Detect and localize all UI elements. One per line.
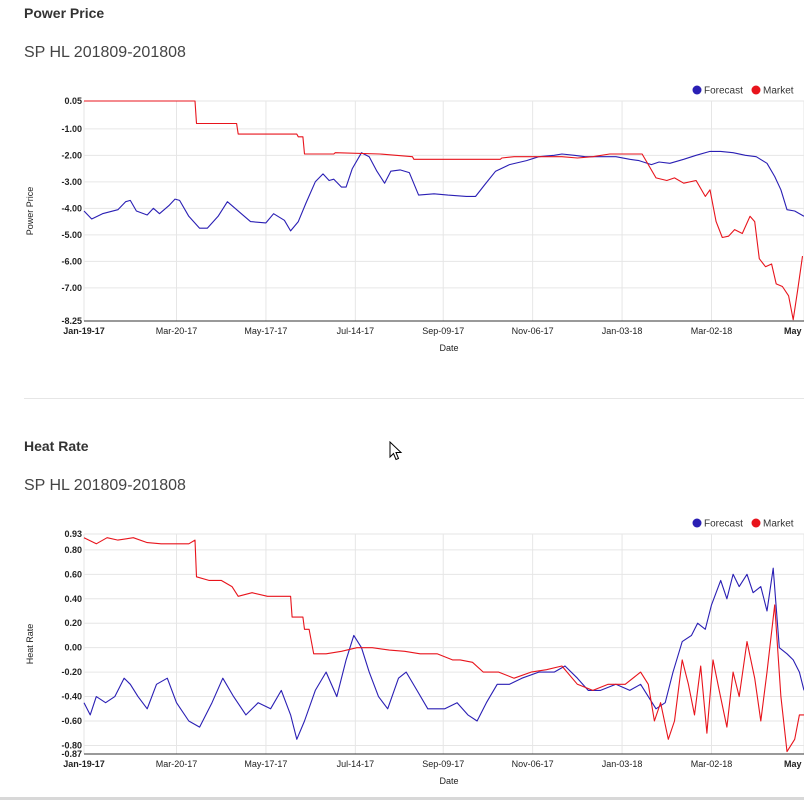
heat-rate-legend-market-marker[interactable] xyxy=(751,518,761,528)
bottom-edge xyxy=(0,797,804,800)
heat-rate-subtitle: SP HL 201809-201808 xyxy=(24,477,186,494)
heat-rate-x-axis-title: Date xyxy=(439,776,458,786)
heat-rate-y-tick-label: 0.20 xyxy=(64,618,82,628)
power-price-x-tick-label: Mar-02-18 xyxy=(691,326,733,336)
power-price-x-axis-title: Date xyxy=(439,343,458,353)
heat-rate-y-tick-label: 0.00 xyxy=(64,643,82,653)
heat-rate-x-tick-label: May-17-17 xyxy=(244,759,287,769)
power-price-y-tick-label: -2.00 xyxy=(61,150,82,160)
heat-rate-y-tick-label: 0.80 xyxy=(64,545,82,555)
heat-rate-x-tick-label: May xyxy=(784,759,802,769)
heat-rate-y-tick-label: -0.20 xyxy=(61,667,82,677)
heat-rate-x-tick-label: Mar-20-17 xyxy=(156,759,198,769)
power-price-legend-forecast-label[interactable]: Forecast xyxy=(704,86,743,97)
heat-rate-legend-forecast-marker[interactable] xyxy=(692,518,702,528)
power-price-y-tick-label: -6.00 xyxy=(61,256,82,266)
power-price-y-axis-title: Power Price xyxy=(25,187,35,236)
heat-rate-legend-forecast-label[interactable]: Forecast xyxy=(704,519,743,530)
power-price-x-tick-label: Mar-20-17 xyxy=(156,326,198,336)
heat-rate-x-tick-label: Mar-02-18 xyxy=(691,759,733,769)
power-price-legend-market-label[interactable]: Market xyxy=(763,86,794,97)
power-price-x-tick-label: Jan-03-18 xyxy=(602,326,643,336)
mouse-cursor-icon xyxy=(389,441,403,461)
power-price-legend-forecast-marker[interactable] xyxy=(692,85,702,95)
power-price-chart: 0.05 -1.00 -2.00 -3.00 -4.00 -5.00 -6.00 -7.00 -… xyxy=(25,85,804,353)
section-divider xyxy=(24,398,804,399)
power-price-y-tick-label: -8.25 xyxy=(61,316,82,326)
power-price-x-tick-label: May xyxy=(784,326,802,336)
power-price-subtitle: SP HL 201809-201808 xyxy=(24,44,186,61)
power-price-legend-market-marker[interactable] xyxy=(751,85,761,95)
heat-rate-y-tick-label: -0.60 xyxy=(61,716,82,726)
heat-rate-forecast-series-line xyxy=(83,567,804,740)
heat-rate-title: Heat Rate xyxy=(24,438,89,454)
power-price-x-tick-label: Sep-09-17 xyxy=(422,326,464,336)
heat-rate-x-tick-label: Jan-03-18 xyxy=(602,759,643,769)
power-price-y-tick-label: -1.00 xyxy=(61,124,82,134)
heat-rate-market-series-line xyxy=(83,537,804,753)
power-price-forecast-series-line xyxy=(83,150,804,232)
power-price-x-tick-label: Nov-06-17 xyxy=(512,326,554,336)
power-price-y-tick-label: 0.05 xyxy=(64,96,82,106)
heat-rate-x-tick-label: Jan-19-17 xyxy=(63,759,105,769)
power-price-x-tick-label: May-17-17 xyxy=(244,326,287,336)
heat-rate-y-tick-label: -0.40 xyxy=(61,692,82,702)
heat-rate-y-tick-label: -0.80 xyxy=(61,740,82,750)
heat-rate-y-tick-label: 0.93 xyxy=(64,529,82,539)
power-price-market-series-line xyxy=(84,100,804,321)
heat-rate-legend-market-label[interactable]: Market xyxy=(763,519,794,530)
heat-rate-x-tick-label: Nov-06-17 xyxy=(512,759,554,769)
heat-rate-x-tick-label: Jul-14-17 xyxy=(337,759,375,769)
heat-rate-y-tick-label: 0.40 xyxy=(64,594,82,604)
heat-rate-x-tick-label: Sep-09-17 xyxy=(422,759,464,769)
power-price-y-tick-label: -5.00 xyxy=(61,230,82,240)
power-price-y-tick-label: -7.00 xyxy=(61,283,82,293)
power-price-y-tick-label: -4.00 xyxy=(61,203,82,213)
heat-rate-y-axis-title: Heat Rate xyxy=(25,624,35,665)
power-price-y-tick-label: -3.00 xyxy=(61,177,82,187)
power-price-x-tick-label: Jul-14-17 xyxy=(337,326,375,336)
power-price-x-tick-label: Jan-19-17 xyxy=(63,326,105,336)
power-price-title: Power Price xyxy=(24,5,105,21)
heat-rate-y-tick-label: 0.60 xyxy=(64,569,82,579)
heat-rate-y-tick-label: -0.87 xyxy=(61,749,82,759)
